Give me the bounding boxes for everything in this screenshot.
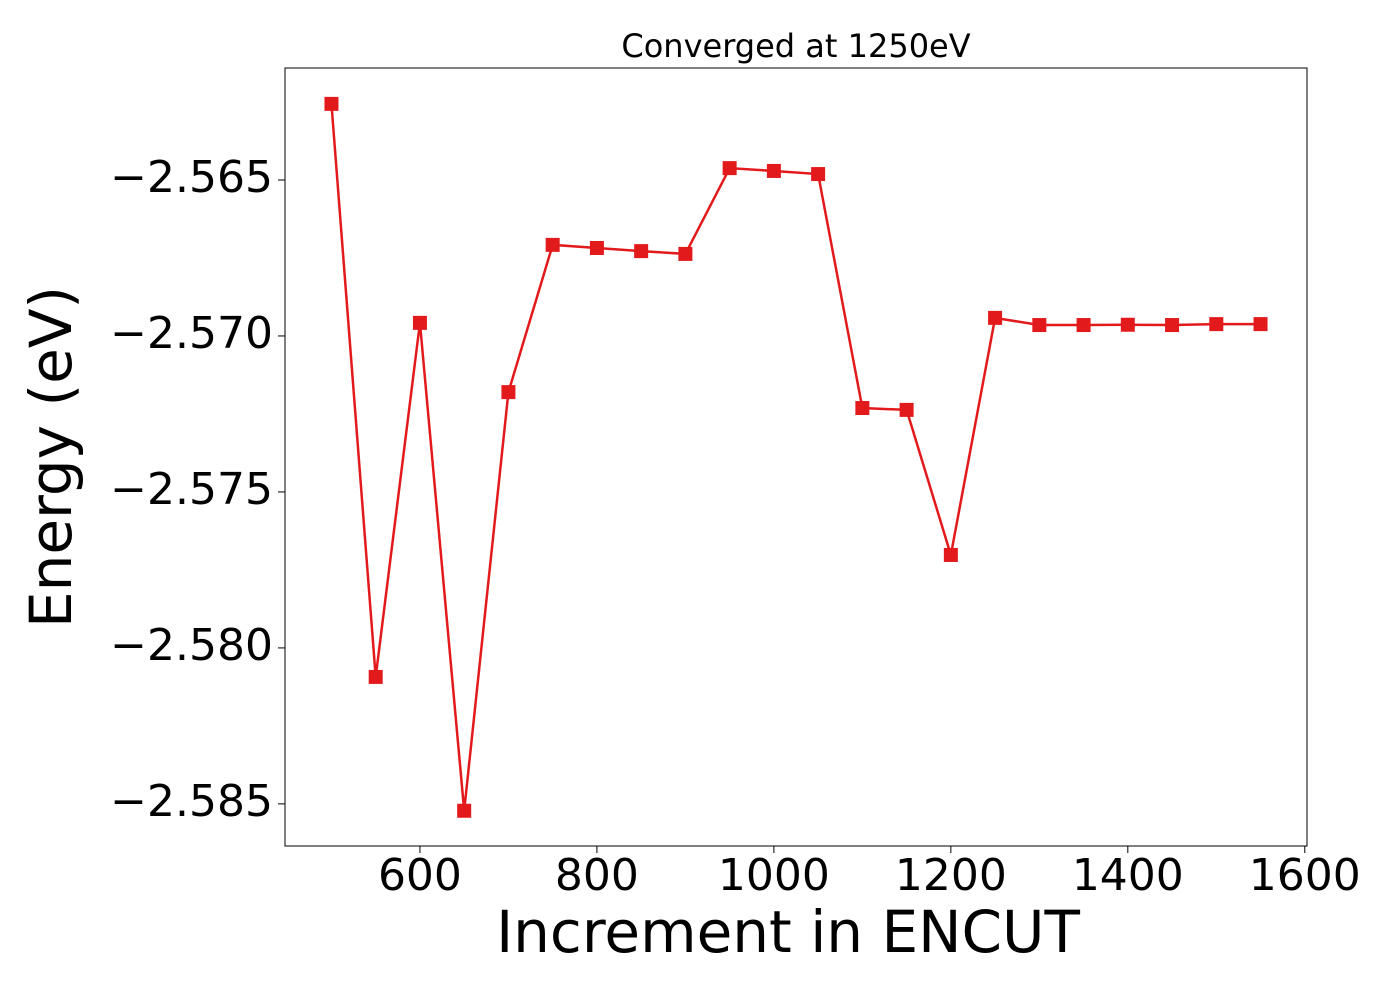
x-tick-label: 800 bbox=[555, 850, 639, 901]
chart-title: Converged at 1250eV bbox=[621, 27, 970, 65]
y-tick-label: −2.580 bbox=[110, 620, 273, 671]
marker bbox=[412, 315, 427, 330]
marker bbox=[1209, 317, 1224, 332]
x-tick-label: 1400 bbox=[1072, 850, 1184, 901]
marker bbox=[678, 246, 693, 261]
x-tick-label: 1600 bbox=[1249, 850, 1361, 901]
marker bbox=[766, 163, 781, 178]
marker bbox=[589, 240, 604, 255]
marker bbox=[1120, 317, 1135, 332]
line bbox=[330, 103, 1261, 811]
y-tick-label: −2.565 bbox=[110, 152, 273, 203]
marker bbox=[1076, 318, 1091, 333]
marker bbox=[899, 402, 914, 417]
marker bbox=[1253, 317, 1268, 332]
marker bbox=[368, 669, 383, 684]
plot-frame bbox=[284, 67, 1308, 847]
marker bbox=[1165, 318, 1180, 333]
y-axis-label: Energy (eV) bbox=[17, 286, 85, 628]
y-tick-label: −2.575 bbox=[110, 464, 273, 515]
marker bbox=[457, 803, 472, 818]
marker bbox=[324, 96, 339, 111]
marker bbox=[855, 401, 870, 416]
y-tick-label: −2.585 bbox=[110, 776, 273, 827]
marker bbox=[501, 385, 516, 400]
marker bbox=[988, 310, 1003, 325]
marker bbox=[722, 161, 737, 176]
marker bbox=[811, 167, 826, 182]
x-tick-label: 1200 bbox=[895, 850, 1007, 901]
x-tick-label: 600 bbox=[378, 850, 462, 901]
marker bbox=[943, 547, 958, 562]
marker bbox=[634, 244, 649, 259]
y-tick-label: −2.570 bbox=[110, 308, 273, 359]
x-axis-label: Increment in ENCUT bbox=[496, 898, 1080, 966]
marker bbox=[545, 237, 560, 252]
x-tick-label: 1000 bbox=[718, 850, 830, 901]
marker bbox=[1032, 318, 1047, 333]
